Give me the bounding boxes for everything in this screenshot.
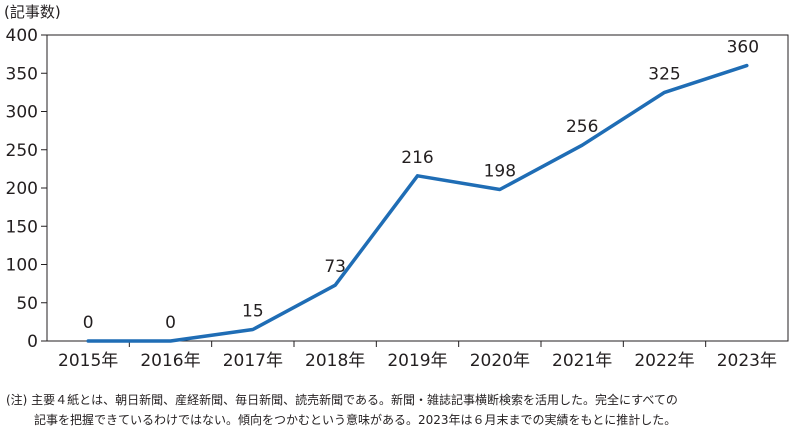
y-tick-label: 0 bbox=[27, 332, 38, 352]
footnote-line-2: 記事を把握できているわけではない。傾向をつかむという意味がある。2023年は６月… bbox=[34, 413, 677, 427]
x-tick-label: 2019年 bbox=[387, 351, 447, 371]
x-axis-ticks: 2015年 2016年 2017年 2018年 2019年 2020年 2021年 2022年… bbox=[58, 341, 777, 371]
series-line bbox=[86, 63, 749, 343]
x-tick-label: 2023年 bbox=[717, 351, 777, 371]
y-tick-label: 250 bbox=[6, 141, 38, 161]
x-tick-label: 2022年 bbox=[634, 351, 694, 371]
data-label: 0 bbox=[83, 313, 94, 333]
data-label: 198 bbox=[484, 162, 516, 182]
x-tick-label: 2015年 bbox=[58, 351, 118, 371]
x-tick-label: 2017年 bbox=[223, 351, 283, 371]
data-label: 325 bbox=[648, 64, 680, 84]
y-tick-label: 100 bbox=[6, 256, 38, 276]
data-label: 0 bbox=[165, 313, 176, 333]
data-labels: 0 0 15 73 216 198 256 325 360 bbox=[83, 38, 759, 333]
y-tick-label: 350 bbox=[6, 64, 38, 84]
footnote-line-1: (注) 主要４紙とは、朝日新聞、産経新聞、毎日新聞、読売新聞である。新聞・雑誌記… bbox=[6, 393, 678, 407]
x-tick-label: 2016年 bbox=[140, 351, 200, 371]
y-axis-ticks: 0 50 100 150 200 250 300 350 400 bbox=[6, 26, 47, 352]
y-tick-label: 400 bbox=[6, 26, 38, 46]
data-label: 216 bbox=[401, 148, 433, 168]
x-tick-label: 2018年 bbox=[305, 351, 365, 371]
y-axis-unit-label: (記事数) bbox=[4, 3, 61, 21]
y-tick-label: 200 bbox=[6, 179, 38, 199]
footnote: (注) 主要４紙とは、朝日新聞、産経新聞、毎日新聞、読売新聞である。新聞・雑誌記… bbox=[6, 390, 794, 430]
plot-frame bbox=[46, 34, 789, 342]
y-tick-label: 50 bbox=[16, 294, 38, 314]
x-tick-label: 2021年 bbox=[552, 351, 612, 371]
data-label: 256 bbox=[566, 117, 598, 137]
y-tick-label: 150 bbox=[6, 217, 38, 237]
data-label: 73 bbox=[324, 257, 346, 277]
data-label: 360 bbox=[727, 38, 759, 58]
x-tick-label: 2020年 bbox=[470, 351, 530, 371]
data-label: 15 bbox=[242, 302, 264, 322]
y-tick-label: 300 bbox=[6, 103, 38, 123]
